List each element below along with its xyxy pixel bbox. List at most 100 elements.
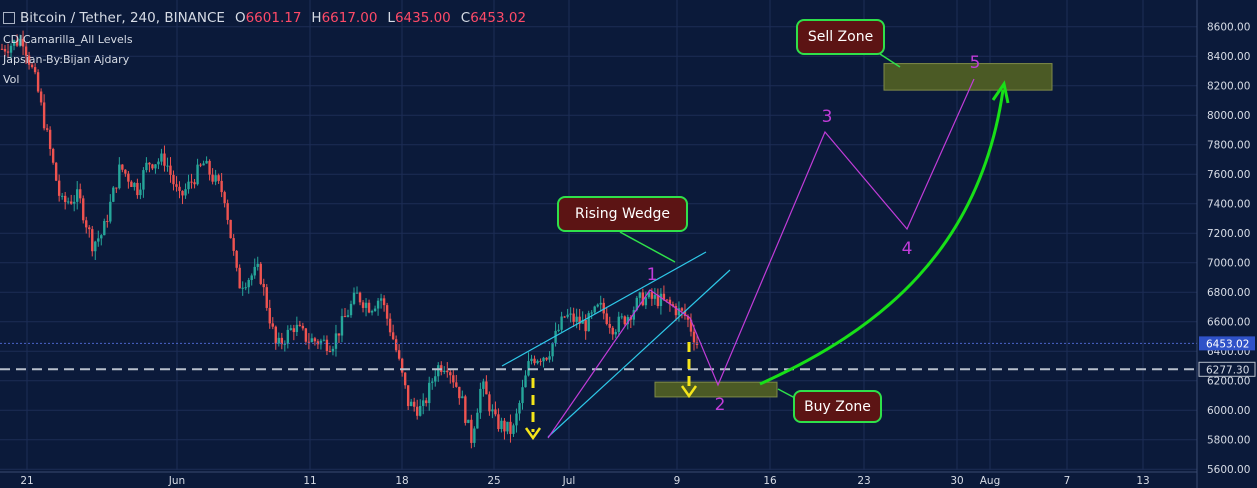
candle-body xyxy=(355,292,359,294)
candle-body xyxy=(118,164,121,189)
candle-body xyxy=(115,187,118,189)
candle-body xyxy=(94,241,97,252)
candle-body xyxy=(391,332,395,340)
candle-body xyxy=(166,165,169,167)
candle-body xyxy=(482,381,485,389)
candle-body xyxy=(48,129,52,149)
candle-body xyxy=(397,350,401,359)
candle-body xyxy=(325,339,329,351)
candle-body xyxy=(109,201,112,222)
candle-body xyxy=(21,38,25,47)
candle-body xyxy=(361,302,365,308)
candle-body xyxy=(524,375,527,388)
candle-body xyxy=(247,279,250,288)
candle-body xyxy=(346,315,350,317)
y-tick-label: 7200.00 xyxy=(1207,228,1250,240)
candle-body xyxy=(51,148,55,163)
candle-body xyxy=(500,420,503,430)
last-price-tag-text: 6453.02 xyxy=(1206,338,1249,350)
candle-body xyxy=(647,291,651,298)
candle-body xyxy=(692,331,696,343)
candle-body xyxy=(458,386,461,399)
candle-body xyxy=(307,341,311,343)
candle-body xyxy=(635,297,639,311)
candle-body xyxy=(623,316,626,325)
candle-body xyxy=(590,312,593,314)
candle-body xyxy=(274,326,277,344)
candle-body xyxy=(560,316,563,330)
candle-body xyxy=(103,220,106,236)
sell-zone-pointer xyxy=(879,53,901,68)
candle-body xyxy=(292,328,296,333)
candle-body xyxy=(455,382,458,387)
projection-arrow-head xyxy=(991,80,1010,104)
candle-body xyxy=(322,339,326,341)
candle-body xyxy=(581,319,584,324)
candle-body xyxy=(229,219,232,239)
candle-body xyxy=(385,305,389,319)
candle-body xyxy=(394,339,398,351)
collapse-toggle[interactable] xyxy=(3,12,15,24)
open-label: O xyxy=(234,10,246,26)
candle-body xyxy=(262,283,265,288)
candle-body xyxy=(476,412,479,429)
candle-body xyxy=(373,308,377,312)
candle-body xyxy=(15,40,19,46)
candle-body xyxy=(172,174,175,185)
candle-body xyxy=(379,298,383,301)
candle-body xyxy=(548,356,551,360)
candle-body xyxy=(467,419,470,423)
candle-body xyxy=(617,316,620,332)
candle-body xyxy=(151,164,154,169)
candle-body xyxy=(241,287,244,289)
wave-label-2: 2 xyxy=(715,395,726,415)
candle-body xyxy=(39,91,43,103)
x-tick-label: Jun xyxy=(168,475,185,487)
candle-body xyxy=(382,298,386,306)
candle-body xyxy=(76,189,79,202)
y-tick-label: 8000.00 xyxy=(1207,110,1250,122)
candle-body xyxy=(530,358,533,362)
wave-label-5: 5 xyxy=(970,53,981,73)
candle-body xyxy=(57,180,61,196)
candle-body xyxy=(295,324,299,333)
breakdown-arrow-right-head xyxy=(680,385,698,399)
candle-body xyxy=(656,294,660,307)
candle-body xyxy=(250,275,253,280)
indicator-volume[interactable]: Vol xyxy=(3,73,19,86)
candle-body xyxy=(202,163,205,166)
candle-body xyxy=(358,292,362,303)
candle-body xyxy=(527,361,530,376)
candle-body xyxy=(106,220,109,222)
candle-body xyxy=(157,161,160,165)
candle-body xyxy=(310,338,314,343)
candle-body xyxy=(184,189,187,196)
y-tick-label: 7800.00 xyxy=(1207,140,1250,152)
candle-body xyxy=(473,428,476,443)
candle-body xyxy=(632,310,636,320)
breakdown-arrow-left-head xyxy=(524,427,542,441)
candle-body xyxy=(145,162,148,171)
candle-body xyxy=(24,46,28,56)
candle-body xyxy=(63,195,67,203)
wedge-lower-line xyxy=(547,269,731,438)
candle-body xyxy=(244,287,247,289)
candle-body xyxy=(331,348,335,352)
candle-body xyxy=(328,350,332,352)
x-tick-label: Jul xyxy=(562,475,576,487)
indicator-camarilla[interactable]: CD|Camarilla_All Levels xyxy=(3,33,133,46)
indicator-japsian[interactable]: Japsian-By:Bijan Ajdary xyxy=(3,53,129,66)
candle-body xyxy=(54,162,58,181)
x-tick-label: 25 xyxy=(487,475,500,487)
sell-zone-box xyxy=(883,63,1053,91)
candle-body xyxy=(689,319,693,332)
candle-body xyxy=(644,297,648,306)
candle-body xyxy=(340,316,344,336)
indicator-camarilla-label: CD|Camarilla_All Levels xyxy=(3,33,133,46)
candle-body xyxy=(497,414,500,430)
candle-body xyxy=(226,203,229,220)
candle-body xyxy=(0,48,4,50)
candle-body xyxy=(446,370,449,373)
buy-zone-label: Buy Zone xyxy=(804,398,871,415)
